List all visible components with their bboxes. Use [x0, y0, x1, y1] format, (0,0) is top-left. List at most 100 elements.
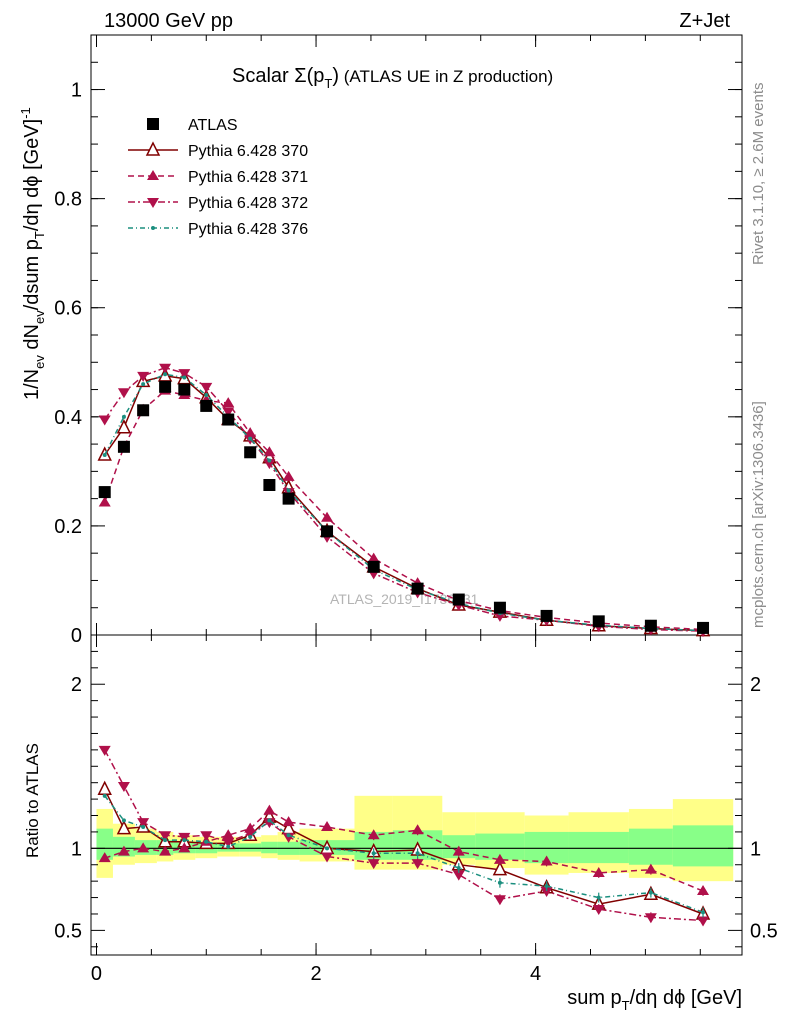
x-tick-label: 2	[310, 963, 321, 985]
ratio-pythia-376-point	[267, 818, 272, 823]
ratio-pythia-371-point	[493, 853, 506, 864]
main-atlas-point	[411, 582, 424, 595]
xlabel-sub: T	[622, 998, 630, 1013]
ratio-pythia-372-point	[282, 832, 295, 843]
ratio-pythia-372-point	[697, 916, 710, 927]
side-mcplots-label: mcplots.cern.ch [arXiv:1306.3436]	[750, 401, 767, 628]
ratio-pythia-371-point	[178, 842, 191, 853]
main-atlas-point	[697, 621, 710, 634]
side-mcplots-group: mcplots.cern.ch [arXiv:1306.3436]	[750, 401, 767, 628]
chart-title: Scalar Σ(pT) (ATLAS UE in Z production)	[232, 65, 553, 91]
main-pythia-372-point	[263, 459, 276, 470]
legend-label: Pythia 6.428 370	[188, 143, 308, 160]
xlabel-prefix: sum p	[567, 987, 621, 1009]
main-y-tick-label: 0.2	[54, 516, 82, 538]
legend-atlas-marker	[147, 118, 159, 130]
main-atlas-point	[367, 560, 380, 573]
main-pythia-372-point	[98, 415, 111, 426]
main-pythia-371-point	[321, 511, 334, 522]
ratio-ylabel: Ratio to ATLAS	[23, 743, 42, 858]
band-green-bin	[96, 828, 113, 860]
main-pythia-372-point	[222, 407, 235, 418]
ratio-pythia-372-point	[411, 859, 424, 870]
process-label: Z+Jet	[679, 10, 730, 32]
ratio-pythia-376-point	[102, 793, 107, 798]
main-pythia-372-point	[117, 388, 130, 399]
title-prefix: Scalar	[232, 65, 294, 87]
ratio-pythia-372-point	[117, 781, 130, 792]
main-pythia-376-point	[121, 414, 126, 419]
main-y-tick-label: 0.6	[54, 298, 82, 320]
ratio-pythia-370-point	[492, 860, 508, 876]
ratio-pythia-371-point	[644, 863, 657, 874]
band-green-bin	[239, 843, 262, 852]
ratio-pythia-371-point	[367, 829, 380, 840]
band-green-bin	[261, 841, 278, 854]
main-ylabel-group: 1/Nev dNev/dsum pT/dη dϕ [GeV]-1	[18, 107, 47, 400]
main-atlas-point	[222, 413, 235, 426]
ylabel-exp: -1	[18, 107, 33, 119]
main-pythia-372-point	[137, 371, 150, 382]
ylabel-mid: dN	[21, 324, 43, 355]
main-atlas-point	[159, 380, 172, 393]
main-atlas-point	[282, 492, 295, 505]
ratio-pythia-372-point	[98, 745, 111, 756]
main-pythia-371-point	[222, 397, 235, 408]
legend: ATLAS Pythia 6.428 370 Pythia 6.428 371 Pyt…	[128, 117, 308, 238]
ylabel-sub-t: T	[32, 231, 47, 239]
ratio-pythia-376-point	[544, 884, 549, 889]
ratio-pythia-371-point	[452, 845, 465, 856]
ratio-pythia-376-point	[648, 890, 653, 895]
main-pythia-376-point	[163, 372, 168, 377]
main-pythia-376-point	[102, 453, 107, 457]
ratio-pythia-376-point	[701, 910, 706, 915]
ratio-pythia-376-point	[497, 880, 502, 885]
main-pythia-376-point	[248, 436, 253, 441]
ratio-pythia-370-point	[116, 819, 132, 835]
main-atlas-point	[540, 609, 553, 622]
ratio-y-tick-label-left: 2	[71, 674, 82, 696]
ylabel-sub-ev: ev	[32, 355, 47, 369]
main-atlas-point	[178, 383, 191, 396]
main-pythia-371-point	[282, 470, 295, 481]
ylabel-mid2: /dsum p	[21, 239, 43, 310]
main-atlas-point	[200, 399, 213, 412]
ratio-pythia-372-point	[263, 818, 276, 829]
title-sigma: Σ(p	[294, 65, 324, 87]
ratio-panel-frame	[90, 634, 743, 956]
side-rivet-label: Rivet 3.1.10, ≥ 2.6M events	[750, 83, 767, 266]
ratio-pythia-372-point	[367, 859, 380, 870]
legend-label: ATLAS	[188, 117, 238, 134]
legend-pythia-370-marker	[145, 141, 161, 156]
ylabel-tail: /dη dϕ [GeV]	[21, 119, 43, 231]
ratio-pythia-371-point	[117, 845, 130, 856]
ylabel-prefix: 1/N	[21, 369, 43, 400]
main-atlas-point	[98, 486, 111, 499]
ratio-pythia-376-point	[596, 895, 601, 900]
ratio-pythia-376-point	[286, 833, 291, 838]
xlabel-rest: /dη dϕ [GeV]	[630, 987, 742, 1009]
ratio-pythia-372-point	[159, 831, 172, 842]
legend-label: Pythia 6.428 376	[188, 221, 308, 238]
main-atlas-point	[493, 601, 506, 614]
ratio-ylabel-group: Ratio to ATLAS	[23, 743, 42, 858]
ratio-pythia-371-point	[697, 885, 710, 895]
ratio-pythia-371-point	[411, 824, 424, 835]
ratio-pythia-371-point	[282, 816, 295, 827]
main-pythia-376-point	[204, 393, 209, 397]
ratio-pythia-371-point	[159, 845, 172, 856]
ratio-pythia-372-point	[178, 832, 191, 843]
ylabel-sub-ev2: ev	[32, 310, 47, 324]
main-pythia-376-point	[286, 488, 291, 493]
ratio-pythia-376-point	[456, 866, 461, 871]
title-close: )	[332, 65, 339, 87]
energy-label: 13000 GeV pp	[104, 10, 233, 32]
main-series-group	[97, 363, 711, 638]
title-suffix: (ATLAS UE in Z production)	[339, 67, 553, 86]
ratio-pythia-376-point	[415, 851, 420, 856]
main-y-tick-label: 0	[71, 625, 82, 647]
main-atlas-point	[244, 446, 257, 459]
band-green-bin	[628, 828, 673, 865]
main-pythia-376-point	[182, 375, 187, 380]
